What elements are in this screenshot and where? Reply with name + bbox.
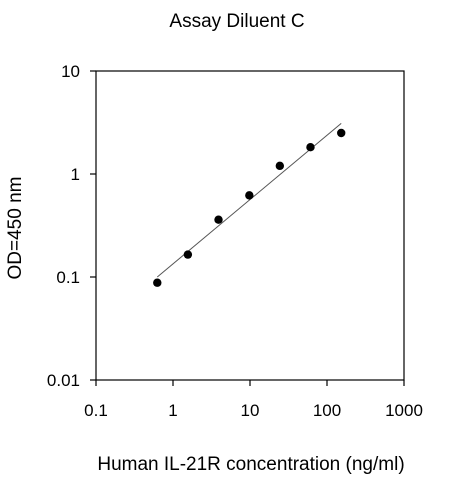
data-points (153, 128, 346, 287)
y-axis-label: OD=450 nm (5, 177, 26, 280)
x-tick-label: 1000 (385, 401, 423, 420)
chart-title: Assay Diluent C (169, 11, 304, 32)
data-point (214, 215, 223, 224)
y-tick-label: 1 (71, 165, 80, 184)
y-axis: 0.01 0.1 1 10 (47, 62, 96, 390)
y-tick-label: 0.01 (47, 371, 80, 390)
data-point (275, 161, 285, 171)
x-tick-label: 100 (313, 401, 341, 420)
data-point (337, 128, 346, 138)
x-axis: 0.1 1 10 100 1000 (84, 380, 423, 420)
x-tick-label: 1 (168, 401, 177, 420)
x-tick-label: 0.1 (84, 401, 108, 420)
data-point (245, 191, 254, 200)
data-point (183, 250, 193, 259)
plot-frame (95, 70, 405, 381)
y-tick-label: 10 (61, 62, 80, 81)
data-point (306, 143, 315, 152)
x-tick-label: 10 (241, 401, 260, 420)
data-point (153, 278, 162, 287)
y-tick-label: 0.1 (56, 268, 80, 287)
x-axis-label: Human IL-21R concentration (ng/ml) (97, 454, 404, 475)
